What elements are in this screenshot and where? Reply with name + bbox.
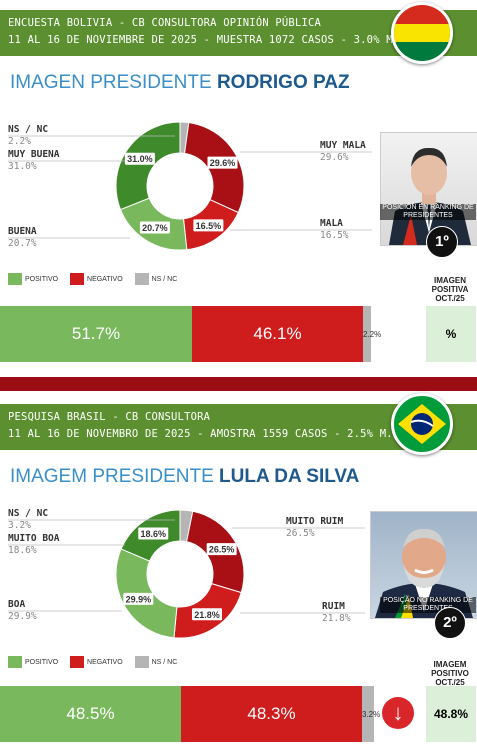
brasil-image-positive-label: IMAGEM POSITIVO OCT./25 [431, 660, 469, 687]
bolivia-legend: POSITIVO NEGATIVO NS / NC [8, 273, 187, 285]
brasil-legend-positivo: POSITIVO [8, 656, 58, 668]
svg-text:26.5%: 26.5% [209, 545, 235, 555]
brasil-heading: IMAGEM PRESIDENTE LULA DA SILVA [10, 466, 359, 488]
brasil-legend-nsnc: NS / NC [134, 656, 177, 668]
bolivia-summary-bars: 51.7% 46.1% 2.2% [0, 306, 381, 362]
brasil-label-muito-boa: MUITO BOA 18.6% [8, 533, 59, 557]
brasil-donut-chart: 26.5% 21.8% 29.9% 18.6% [115, 509, 245, 639]
bolivia-label-muy-buena-name: MUY BUENA [8, 149, 60, 160]
bolivia-label-nsnc-value: 2.2% [8, 136, 31, 147]
brasil-title-line1: PESQUISA BRASIL - CB CONSULTORA [8, 411, 211, 423]
brasil-image-positive-value: 48.8% [426, 686, 476, 742]
bolivia-bar-negativo: 46.1% [192, 306, 363, 362]
brasil-bar-positivo: 48.5% [0, 686, 181, 742]
bolivia-slice-label-2: 16.5% [193, 219, 224, 232]
bolivia-label-muy-mala-name: MUY MALA [320, 140, 366, 151]
bolivia-donut-chart: 29.6% 16.5% 20.7% 31.0% [115, 121, 245, 251]
brasil-slice-label-1: 29.9% [123, 592, 154, 605]
bolivia-label-buena: BUENA 20.7% [8, 226, 37, 250]
bolivia-label-mala-value: 16.5% [320, 230, 349, 241]
bolivia-title-line1: ENCUESTA BOLIVIA - CB CONSULTORA OPINIÓN… [8, 17, 322, 29]
bolivia-image-positive-label: IMAGEN POSITIVA OCT./25 [431, 276, 469, 303]
bolivia-president-photo [380, 132, 477, 246]
brasil-slice-label-2: 21.8% [192, 608, 223, 621]
bolivia-title-line2: 11 AL 16 DE NOVIEMBRE DE 2025 - MUESTRA … [8, 34, 413, 46]
bolivia-label-muy-mala-value: 29.6% [320, 152, 349, 163]
svg-text:16.5%: 16.5% [196, 221, 222, 231]
bolivia-label-muy-mala: MUY MALA 29.6% [320, 140, 366, 164]
brasil-bar-ns-nc: 3.2% [362, 686, 380, 742]
rodrigo-paz-portrait-icon [389, 147, 471, 245]
svg-text:31.0%: 31.0% [127, 154, 153, 164]
brasil-slice-label-3: 26.5% [206, 543, 237, 556]
bolivia-label-buena-name: BUENA [8, 226, 37, 237]
svg-text:21.8%: 21.8% [194, 610, 220, 620]
bolivia-image-positive-value: % [426, 306, 476, 362]
bolivia-legend-positivo: POSITIVO [8, 273, 58, 285]
brasil-ranking-caption: POSIÇÃO NO RANKING DE PRESIDENTES [380, 597, 476, 613]
brasil-legend-negativo: NEGATIVO [70, 656, 123, 668]
svg-text:29.9%: 29.9% [126, 594, 152, 604]
bolivia-label-nsnc: NS / NC 2.2% [8, 124, 48, 148]
bolivia-heading: IMAGEN PRESIDENTE RODRIGO PAZ [10, 72, 350, 94]
brasil-legend: POSITIVO NEGATIVO NS / NC [8, 656, 187, 668]
brasil-label-muito-ruim-value: 26.5% [286, 528, 315, 539]
bolivia-leader-lines [8, 135, 372, 239]
section-divider [0, 377, 477, 391]
brasil-title-line2: 11 AL 16 DE NOVEMBRO DE 2025 - AMOSTRA 1… [8, 428, 406, 440]
brasil-flag-icon [391, 393, 453, 455]
brasil-label-muito-ruim-name: MUITO RUIM [286, 516, 344, 527]
brasil-label-ruim-value: 21.8% [322, 613, 351, 624]
brasil-label-nsnc-name: NS / NC [8, 508, 49, 519]
brasil-label-boa-value: 29.9% [8, 611, 37, 622]
brasil-bar-negativo: 48.3% [181, 686, 362, 742]
bolivia-rank-badge: 1º [426, 226, 458, 258]
bolivia-label-muy-buena-value: 31.0% [8, 161, 37, 172]
bolivia-slice-label-3: 29.6% [207, 156, 238, 169]
brasil-label-ruim-name: RUIM [322, 601, 345, 612]
bolivia-ranking-caption: POSICIÓN EN RANKING DE PRESIDENTES [380, 204, 476, 220]
brasil-label-ruim: RUIM 21.8% [322, 601, 351, 625]
svg-text:18.6%: 18.6% [140, 529, 166, 539]
bolivia-legend-nsnc: NS / NC [134, 273, 177, 285]
bolivia-label-mala: MALA 16.5% [320, 218, 349, 242]
brasil-label-nsnc-value: 3.2% [8, 520, 31, 531]
bolivia-label-buena-value: 20.7% [8, 238, 37, 249]
bolivia-heading-name: RODRIGO PAZ [216, 72, 350, 93]
bolivia-label-nsnc-name: NS / NC [8, 124, 49, 135]
bolivia-slice-0 [115, 121, 181, 211]
brasil-slice-label-0: 18.6% [138, 527, 169, 540]
bolivia-slice-label-0: 31.0% [124, 152, 155, 165]
svg-text:29.6%: 29.6% [210, 158, 236, 168]
bolivia-legend-negativo: NEGATIVO [70, 273, 123, 285]
bolivia-bar-ns-nc: 2.2% [363, 306, 381, 362]
bolivia-flag-icon [391, 2, 453, 64]
bolivia-label-muy-buena: MUY BUENA 31.0% [8, 149, 59, 173]
brasil-label-boa: BOA 29.9% [8, 599, 37, 623]
brasil-heading-prefix: IMAGEM PRESIDENTE [10, 466, 214, 487]
bolivia-bar-positivo: 51.7% [0, 306, 192, 362]
brasil-label-muito-boa-name: MUITO BOA [8, 533, 60, 544]
brasil-heading-name: LULA DA SILVA [219, 466, 360, 487]
brasil-label-boa-name: BOA [8, 599, 26, 610]
svg-text:20.7%: 20.7% [142, 223, 168, 233]
bolivia-label-mala-name: MALA [320, 218, 343, 229]
down-arrow-icon: ↓ [382, 697, 414, 729]
brasil-label-muito-boa-value: 18.6% [8, 545, 37, 556]
brasil-label-nsnc: NS / NC 3.2% [8, 508, 48, 532]
brasil-rank-badge: 2º [434, 607, 466, 639]
brasil-summary-bars: 48.5% 48.3% 3.2% [0, 686, 380, 742]
brasil-leader-lines [8, 519, 365, 614]
bolivia-heading-prefix: IMAGEN PRESIDENTE [10, 72, 212, 93]
bolivia-slice-label-1: 20.7% [139, 221, 170, 234]
brasil-label-muito-ruim: MUITO RUIM 26.5% [286, 516, 343, 540]
